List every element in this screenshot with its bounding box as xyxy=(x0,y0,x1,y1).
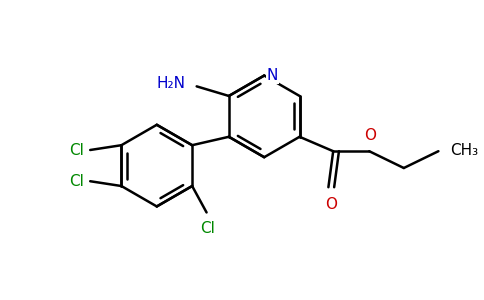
Text: O: O xyxy=(325,197,337,212)
Text: O: O xyxy=(364,128,376,142)
Text: Cl: Cl xyxy=(200,221,215,236)
Text: H₂N: H₂N xyxy=(157,76,185,92)
Text: Cl: Cl xyxy=(70,174,84,189)
Text: Cl: Cl xyxy=(70,142,84,158)
Text: CH₃: CH₃ xyxy=(451,143,479,158)
Text: N: N xyxy=(267,68,278,83)
